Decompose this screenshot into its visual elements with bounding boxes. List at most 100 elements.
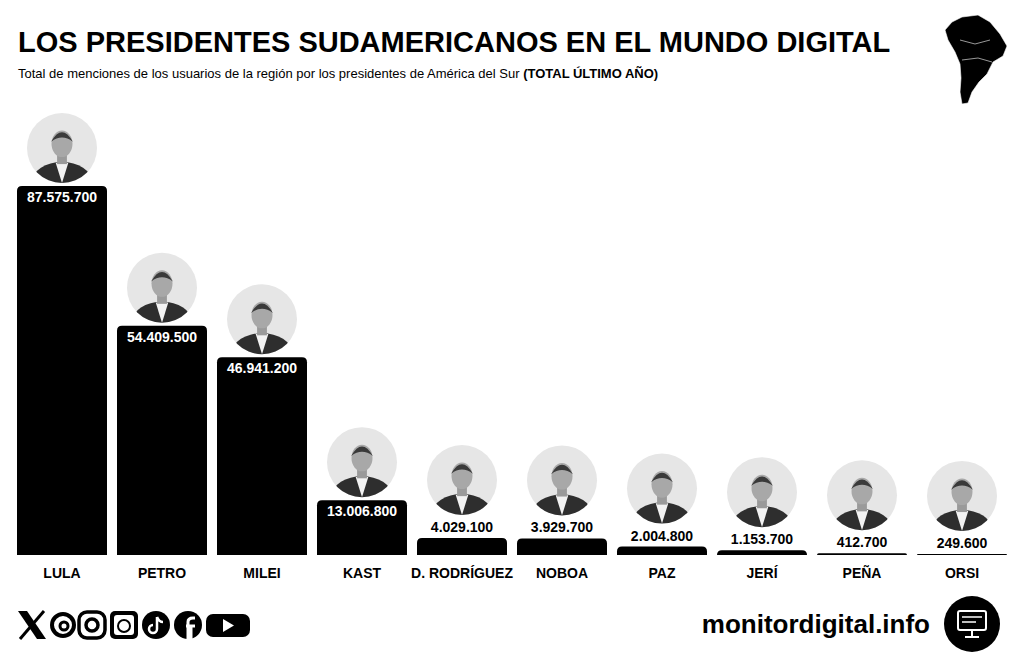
bar: [217, 357, 307, 555]
portrait-hair: [651, 473, 673, 482]
icon-facebook: [174, 611, 202, 639]
bar: [917, 554, 1007, 555]
portrait-hair: [151, 272, 173, 281]
bar: [717, 550, 807, 555]
portrait-shirt: [256, 334, 269, 354]
icon-threads: [52, 614, 74, 636]
x-tick-label: LULA: [43, 565, 80, 581]
portrait-figure: [532, 463, 592, 533]
icon-tiktok: [142, 611, 170, 639]
portrait-suit: [532, 494, 592, 533]
portrait-head: [652, 471, 673, 498]
social-icons: [18, 611, 250, 639]
icon-youtube: [206, 614, 250, 637]
bar: [317, 500, 407, 555]
x-tick-label: JERÍ: [746, 565, 778, 581]
portrait-hair: [251, 303, 273, 312]
portrait-suit: [32, 162, 92, 201]
x-tick-label: PEÑA: [843, 564, 882, 581]
portrait-hair: [551, 465, 573, 474]
chart: LOS PRESIDENTES SUDAMERICANOS EN EL MUND…: [0, 0, 1024, 660]
portrait-head: [152, 270, 173, 297]
portrait-figure: [832, 478, 892, 548]
data-label: 54.409.500: [127, 329, 197, 345]
icon-tiktok: [149, 617, 163, 633]
portrait-head: [752, 475, 773, 502]
portrait-shirt: [856, 510, 869, 530]
logo: [962, 616, 982, 618]
data-label: 4.029.100: [431, 519, 493, 535]
portrait-hair: [851, 480, 873, 489]
x-tick-label: PAZ: [649, 565, 676, 581]
portrait-figure: [432, 463, 492, 533]
data-label: 412.700: [837, 534, 888, 550]
portraits: [27, 113, 997, 548]
website: monitordigital.info: [702, 609, 930, 639]
portrait-head: [452, 463, 473, 490]
portrait: [27, 113, 97, 201]
logo: [971, 630, 973, 636]
portrait-shirt: [956, 511, 969, 531]
icon-app: [110, 611, 138, 639]
bar: [817, 553, 907, 555]
map-border: [960, 40, 990, 44]
portrait: [927, 461, 997, 549]
icon-instagram: [79, 612, 105, 638]
portrait-hair: [351, 446, 373, 455]
portrait-hair: [451, 464, 473, 473]
portrait-suit: [432, 494, 492, 533]
bar: [17, 186, 107, 555]
portrait: [727, 457, 797, 545]
icon-app: [118, 620, 130, 632]
logo: [944, 596, 1000, 652]
logo: [965, 636, 979, 638]
x-tick-label: KAST: [343, 565, 382, 581]
data-label: 3.929.700: [531, 519, 593, 535]
icon-x: [18, 611, 46, 639]
portrait-head: [352, 445, 373, 472]
portrait: [427, 445, 497, 532]
x-tick-label: ORSI: [945, 565, 979, 581]
portrait-figure: [132, 270, 192, 340]
bar: [117, 326, 207, 555]
bar: [617, 547, 707, 555]
portrait-suit: [132, 302, 192, 341]
portrait-shirt: [656, 503, 669, 523]
portrait-shirt: [556, 495, 569, 515]
portrait: [227, 284, 297, 372]
map-icon: [945, 15, 1007, 104]
portrait-shirt: [756, 507, 769, 527]
portrait-figure: [932, 478, 992, 548]
data-label: 1.153.700: [731, 531, 793, 547]
x-tick-label: MILEI: [243, 565, 280, 581]
portrait-head: [952, 478, 973, 505]
data-label: 13.006.800: [327, 503, 397, 519]
bars: [17, 186, 1007, 555]
portrait-shirt: [56, 163, 69, 183]
portrait-suit: [732, 506, 792, 545]
portrait-head: [852, 478, 873, 505]
subtitle-text: Total de menciones de los usuarios de la…: [18, 66, 523, 81]
portrait-figure: [32, 131, 92, 201]
portrait-shirt: [156, 302, 169, 322]
portrait-hair: [951, 480, 973, 489]
icon-facebook: [186, 618, 195, 639]
portrait-suit: [332, 476, 392, 515]
portrait-suit: [932, 510, 992, 549]
bar: [517, 538, 607, 555]
portrait-head: [552, 463, 573, 490]
bar: [417, 538, 507, 555]
portrait-hair: [751, 476, 773, 485]
portrait-suit: [632, 503, 692, 542]
portrait-head: [52, 131, 73, 158]
x-tick-label: NOBOA: [536, 565, 588, 581]
portrait: [527, 445, 597, 532]
portrait-shirt: [356, 477, 369, 497]
portrait-shirt: [456, 495, 469, 515]
portrait-hair: [51, 132, 73, 141]
portrait-suit: [232, 333, 292, 372]
icon-instagram: [86, 619, 98, 631]
portrait-suit: [832, 509, 892, 548]
portrait-figure: [632, 471, 692, 541]
icon-youtube: [223, 619, 234, 632]
